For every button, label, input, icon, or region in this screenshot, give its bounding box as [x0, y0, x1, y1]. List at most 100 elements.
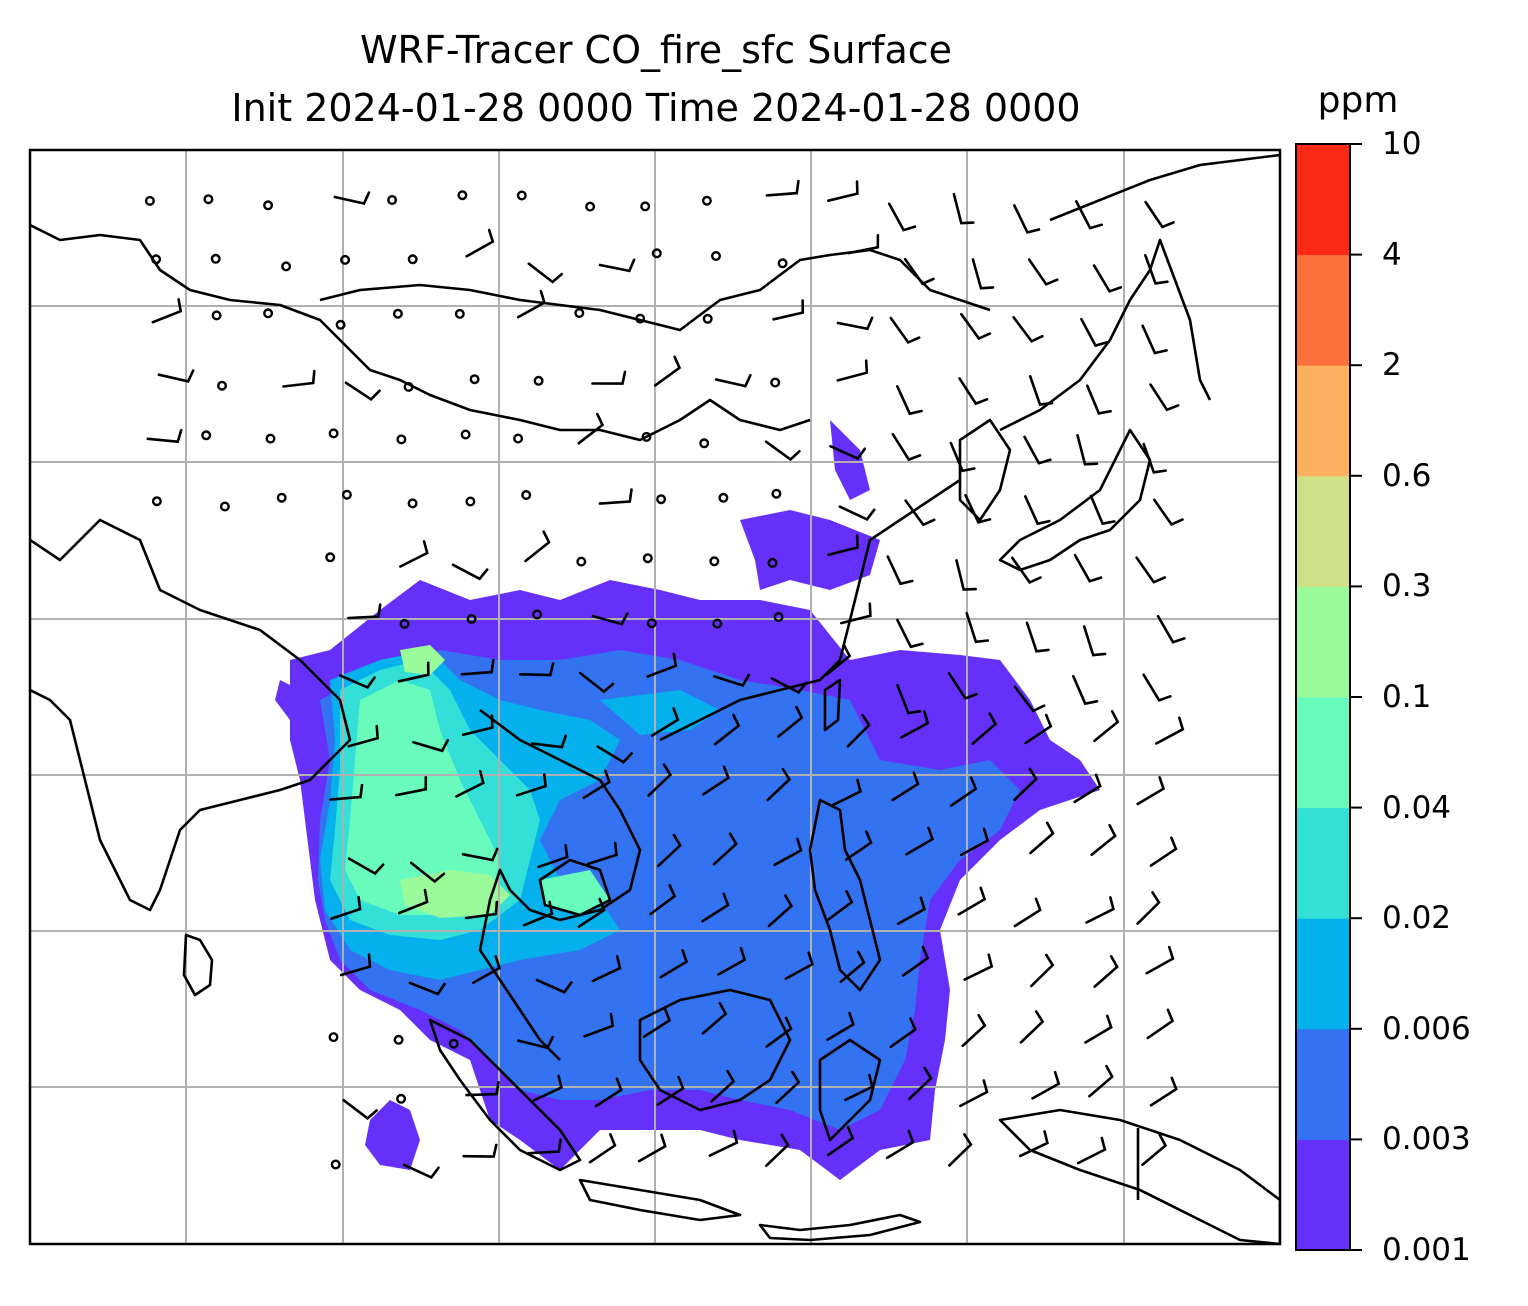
wind-barb	[896, 896, 926, 925]
wind-barb	[522, 900, 554, 927]
wind-barb	[637, 1133, 667, 1163]
wind-barb	[701, 892, 730, 923]
wind-barb	[530, 734, 567, 749]
wind-barb	[594, 1077, 623, 1108]
wind-barb	[1090, 823, 1117, 856]
calm-wind-circle	[448, 1038, 459, 1049]
wind-barb	[451, 563, 489, 581]
wind-barb	[826, 1125, 855, 1157]
tonle-sap-region	[538, 858, 612, 917]
wind-barb	[1093, 955, 1119, 988]
new-guinea	[998, 1108, 1280, 1244]
wind-barb	[460, 658, 495, 676]
wind-barb	[1075, 200, 1103, 230]
wind-barb	[1084, 1014, 1113, 1044]
calm-wind-circle	[533, 375, 544, 386]
wind-barb	[955, 559, 977, 591]
wind-barb	[701, 1002, 728, 1035]
wind-barb	[896, 618, 924, 649]
calm-wind-circle	[701, 195, 712, 206]
colorbar-tick-label: 0.6	[1382, 457, 1432, 494]
korea	[958, 418, 1012, 522]
calm-wind-circle	[216, 380, 227, 391]
wind-barb	[1072, 674, 1099, 706]
wind-barb	[657, 833, 682, 868]
contour-level-0-04	[345, 680, 610, 915]
wind-barb	[329, 783, 364, 801]
colorbar-tick-label: 0.003	[1382, 1121, 1471, 1158]
calm-wind-circle	[387, 194, 398, 205]
calm-wind-circle	[469, 374, 480, 385]
wind-barb	[1076, 1136, 1107, 1165]
wind-barb	[714, 373, 752, 388]
wind-barb	[515, 772, 548, 797]
calm-wind-circle	[641, 431, 652, 442]
wind-barb	[1085, 896, 1115, 924]
wind-barb	[397, 661, 430, 683]
wind-barb	[464, 900, 499, 920]
wind-barb	[959, 1079, 989, 1108]
wind-barb	[408, 981, 446, 996]
wind-barb	[1153, 498, 1184, 527]
wind-barb	[1080, 317, 1109, 348]
calm-wind-circle	[466, 614, 477, 625]
colorbar-segment	[1296, 586, 1350, 698]
calm-wind-circle	[767, 557, 778, 568]
wind-barb	[577, 412, 605, 445]
wind-barb	[767, 894, 794, 928]
wind-barb	[399, 540, 429, 568]
wind-barb	[157, 369, 195, 383]
calm-wind-circle	[407, 498, 418, 509]
calm-wind-circle	[454, 308, 465, 319]
calm-wind-circle	[335, 319, 346, 330]
calm-wind-circle	[203, 194, 214, 205]
lesser-sunda	[758, 1213, 922, 1242]
colorbar-segment	[1296, 365, 1350, 477]
wind-barb	[591, 370, 627, 385]
calm-wind-circle	[393, 1034, 404, 1045]
wind-barb	[586, 841, 618, 866]
wind-barb	[532, 1074, 563, 1102]
calm-wind-circle	[219, 501, 230, 512]
calm-wind-circle	[642, 553, 653, 564]
wind-barb	[886, 555, 914, 586]
calm-wind-circle	[328, 428, 339, 439]
calm-wind-circle	[330, 1159, 341, 1170]
wind-barb	[836, 359, 869, 382]
wind-barb	[347, 724, 379, 748]
wind-barb	[847, 234, 880, 255]
wind-barb	[1082, 625, 1107, 657]
wind-barb	[1086, 384, 1112, 415]
calm-wind-circle	[770, 377, 781, 388]
wind-barb	[1013, 897, 1042, 928]
wind-barbs	[144, 179, 1186, 1180]
japan	[998, 428, 1152, 572]
wind-barb	[412, 738, 450, 753]
wind-barb	[656, 1075, 685, 1106]
sri-lanka	[182, 933, 214, 997]
wind-barb	[659, 949, 689, 979]
calm-wind-circle	[513, 433, 524, 444]
wind-barb	[646, 652, 678, 678]
colorbar	[1295, 143, 1362, 1251]
calm-wind-circle	[777, 258, 788, 269]
colorbar-tick-label: 0.1	[1382, 679, 1432, 715]
wind-barb	[1144, 200, 1175, 229]
wind-barb	[338, 674, 376, 690]
calm-wind-circle	[576, 556, 587, 567]
wind-barb	[844, 1073, 874, 1102]
wind-barb	[952, 192, 975, 225]
wind-barb	[583, 1012, 615, 1038]
calm-wind-circle	[281, 261, 292, 272]
colorbar-unit-label: ppm	[1317, 80, 1399, 121]
wind-barb	[827, 180, 859, 202]
wind-barb	[650, 707, 680, 737]
wind-barb	[395, 776, 428, 797]
map-frame	[28, 148, 1282, 1246]
calm-wind-circle	[699, 438, 710, 449]
wind-barb	[826, 890, 854, 922]
wind-barb	[885, 1129, 915, 1160]
map-title-line1: WRF-Tracer CO_fire_sfc Surface	[359, 28, 953, 72]
calm-wind-circle	[709, 556, 720, 567]
wind-barb	[647, 763, 673, 797]
